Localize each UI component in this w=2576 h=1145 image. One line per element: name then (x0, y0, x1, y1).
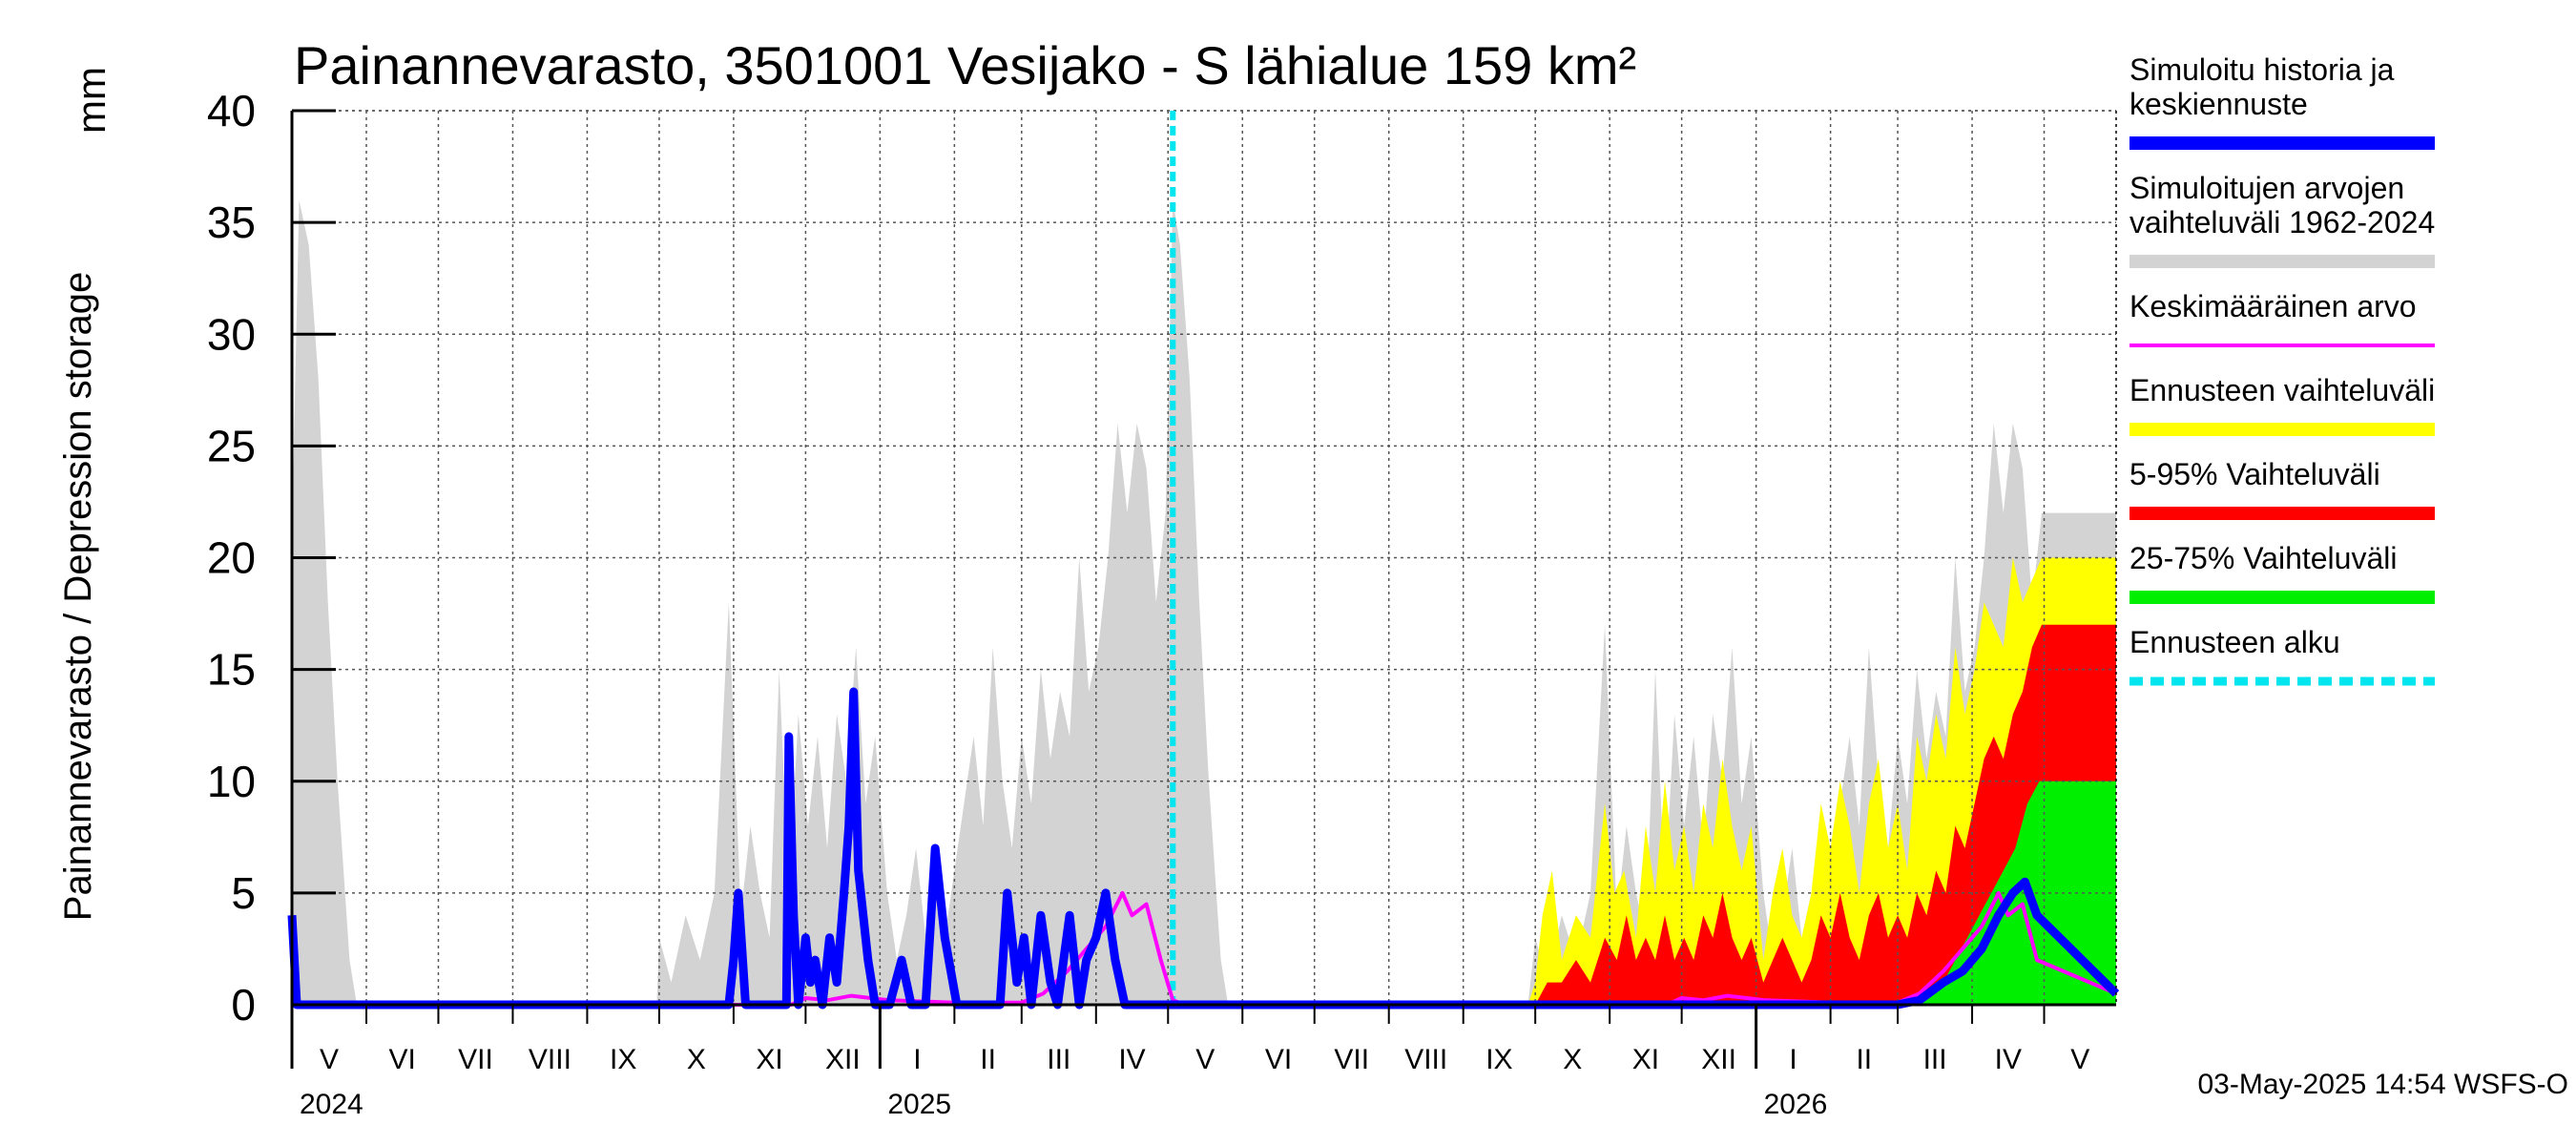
year-label-2026: 2026 (1764, 1089, 1828, 1120)
year-label-2024: 2024 (300, 1089, 364, 1120)
y-tick-label-15: 15 (207, 645, 256, 695)
month-label-2: VI (389, 1044, 416, 1075)
month-label-13: V (1195, 1044, 1215, 1075)
legend-item-4: Ennusteen vaihteluväli (2129, 373, 2435, 436)
month-label-8: XII (825, 1044, 861, 1075)
legend-label-2: Simuloitujen arvojen vaihteluväli 1962-20… (2129, 171, 2435, 239)
month-label-14: VI (1265, 1044, 1292, 1075)
month-label-22: II (1856, 1044, 1872, 1075)
range-area-1 (292, 199, 2116, 1005)
legend-label-1-line-2: keskiennuste (2129, 87, 2308, 121)
month-label-21: I (1789, 1044, 1797, 1075)
month-label-11: III (1047, 1044, 1070, 1075)
y-axis-unit: mm (69, 67, 114, 134)
y-tick-label-35: 35 (207, 198, 256, 247)
legend-label-2-line-2: vaihteluväli 1962-2024 (2129, 205, 2435, 239)
year-label-2025: 2025 (887, 1089, 951, 1120)
legend-item-2: Simuloitujen arvojen vaihteluväli 1962-20… (2129, 171, 2435, 268)
legend-label-2-line-1: Simuloitujen arvojen (2129, 171, 2404, 205)
month-label-3: VII (458, 1044, 493, 1075)
y-tick-label-10: 10 (207, 757, 256, 806)
month-label-9: I (913, 1044, 921, 1075)
month-label-15: VII (1334, 1044, 1369, 1075)
month-label-1: V (320, 1044, 339, 1075)
month-label-24: IV (1995, 1044, 2022, 1075)
chart-title: Painannevarasto, 3501001 Vesijako - S lä… (294, 35, 1636, 95)
month-label-18: X (1563, 1044, 1582, 1075)
month-label-10: II (980, 1044, 996, 1075)
range-area-4 (1535, 781, 2116, 1005)
legend-item-7: Ennusteen alku (2129, 625, 2435, 686)
month-label-6: X (687, 1044, 706, 1075)
y-tick-label-5: 5 (231, 868, 256, 918)
month-label-16: VIII (1404, 1044, 1447, 1075)
month-label-4: VIII (529, 1044, 571, 1075)
legend-item-6: 25-75% Vaihteluväli (2129, 541, 2435, 604)
timestamp-footer: 03-May-2025 14:54 WSFS-O (2198, 1069, 2569, 1100)
legend-label-1-line-1: Simuloitu historia ja (2129, 52, 2395, 87)
y-tick-label-0: 0 (231, 980, 256, 1030)
y-tick-label-20: 20 (207, 533, 256, 583)
month-label-23: III (1923, 1044, 1947, 1075)
legend-label-5: 5-95% Vaihteluväli (2129, 457, 2380, 491)
legend-item-5: 5-95% Vaihteluväli (2129, 457, 2435, 520)
grid-layer (292, 110, 2116, 1005)
y-tick-label-30: 30 (207, 309, 256, 359)
range-area-3 (1535, 624, 2116, 1005)
month-label-19: XI (1632, 1044, 1659, 1075)
y-tick-label-25: 25 (207, 421, 256, 470)
month-label-5: IX (610, 1044, 636, 1075)
legend: Simuloitu historia ja keskiennusteSimuloi… (2129, 52, 2435, 686)
legend-item-1: Simuloitu historia ja keskiennuste (2129, 52, 2435, 150)
y-axis-label: Painannevarasto / Depression storage (57, 272, 99, 921)
month-label-7: XI (756, 1044, 782, 1075)
legend-label-3: Keskimääräinen arvo (2129, 289, 2417, 323)
month-label-17: IX (1485, 1044, 1512, 1075)
legend-label-1: Simuloitu historia ja keskiennuste (2129, 52, 2395, 121)
legend-label-6: 25-75% Vaihteluväli (2129, 541, 2397, 575)
month-label-25: V (2070, 1044, 2089, 1075)
legend-label-7: Ennusteen alku (2129, 625, 2340, 659)
month-label-20: XII (1701, 1044, 1736, 1075)
month-label-12: IV (1118, 1044, 1145, 1075)
legend-label-4: Ennusteen vaihteluväli (2129, 373, 2435, 407)
legend-item-3: Keskimääräinen arvo (2129, 289, 2435, 347)
y-tick-label-40: 40 (207, 86, 256, 135)
